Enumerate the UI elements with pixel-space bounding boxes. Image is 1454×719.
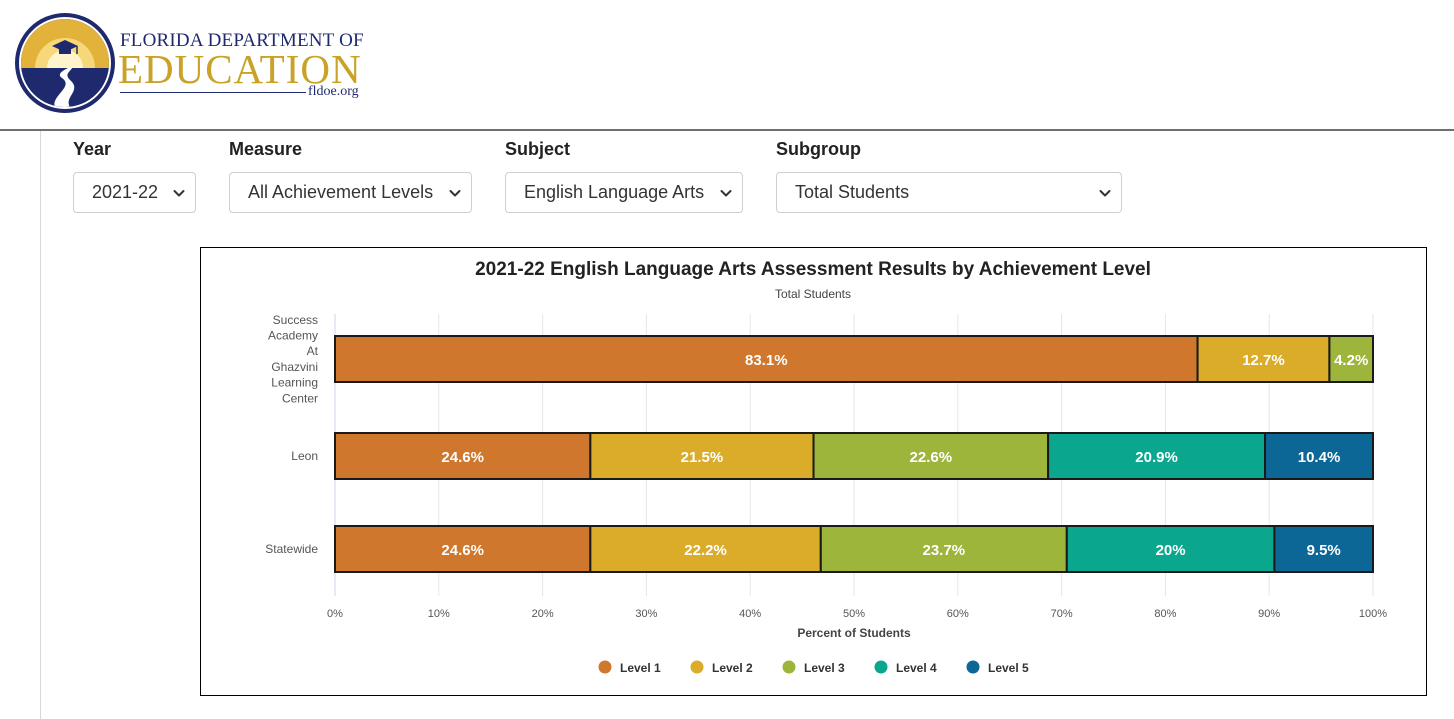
y-category-label: Success <box>273 313 318 327</box>
subject-select[interactable]: English Language Arts <box>505 172 743 213</box>
y-category-label: Statewide <box>265 542 318 556</box>
bar-data-label: 22.6% <box>910 449 953 466</box>
x-tick-label: 90% <box>1258 608 1280 620</box>
legend-marker <box>966 660 980 674</box>
subject-select-value: English Language Arts <box>524 182 705 202</box>
chevron-down-icon <box>1099 190 1111 197</box>
bar-segment <box>1273 525 1375 573</box>
bar-segment <box>334 335 1199 383</box>
y-category-label: Academy <box>268 328 318 342</box>
year-select-value: 2021-22 <box>92 182 159 202</box>
chevron-down-icon <box>449 190 461 197</box>
x-tick-label: 30% <box>635 608 657 620</box>
bar-data-label: 20% <box>1156 542 1186 559</box>
legend-label: Level 4 <box>896 661 937 675</box>
legend-marker <box>690 660 704 674</box>
bar-segment <box>1328 335 1375 383</box>
x-tick-label: 0% <box>327 608 343 620</box>
filter-subgroup: Subgroup Total Students <box>776 138 1122 213</box>
bar-segment <box>819 525 1068 573</box>
filter-subject-label: Subject <box>505 139 571 159</box>
y-category-label: Leon <box>291 449 318 463</box>
filter-subject: Subject English Language Arts <box>505 138 743 213</box>
measure-select[interactable]: All Achievement Levels <box>229 172 472 213</box>
bar-segment <box>812 432 1050 480</box>
bar-data-label: 4.2% <box>1334 352 1368 369</box>
chevron-down-icon <box>720 190 732 197</box>
legend-label: Level 5 <box>988 661 1029 675</box>
brand-url: fldoe.org <box>308 84 359 99</box>
bar-data-label: 12.7% <box>1242 352 1285 369</box>
stacked-bar-chart: 2021-22 English Language Arts Assessment… <box>265 259 1387 675</box>
chart-title: 2021-22 English Language Arts Assessment… <box>475 259 1151 280</box>
chevron-down-icon <box>173 190 185 197</box>
bar-data-label: 83.1% <box>745 352 788 369</box>
brand-underline <box>120 92 306 93</box>
y-category-label: At <box>307 344 319 358</box>
filter-measure-label: Measure <box>229 139 303 159</box>
header-divider <box>0 129 1454 131</box>
filter-year-label: Year <box>73 139 112 159</box>
x-tick-label: 20% <box>532 608 554 620</box>
bar-segment <box>334 525 592 573</box>
bar-segment <box>1264 432 1374 480</box>
fldoe-seal-logo[interactable] <box>14 12 116 114</box>
filter-measure: Measure All Achievement Levels <box>229 138 472 213</box>
left-rail-divider <box>40 131 41 719</box>
brand-department: FLORIDA DEPARTMENT OF <box>120 30 364 51</box>
y-category-label: Ghazvini <box>271 360 318 374</box>
bar-data-label: 23.7% <box>923 542 966 559</box>
x-tick-label: 50% <box>843 608 865 620</box>
x-tick-label: 80% <box>1154 608 1176 620</box>
legend-label: Level 3 <box>804 661 845 675</box>
bar-data-label: 21.5% <box>681 449 724 466</box>
bar-data-label: 22.2% <box>684 542 727 559</box>
bar-segment <box>589 432 815 480</box>
y-category-label: Learning <box>271 376 318 390</box>
bar-segment <box>589 525 822 573</box>
filter-subgroup-label: Subgroup <box>776 139 861 159</box>
x-tick-label: 100% <box>1359 608 1387 620</box>
subgroup-select-value: Total Students <box>795 182 910 202</box>
x-tick-label: 60% <box>947 608 969 620</box>
x-tick-label: 70% <box>1051 608 1073 620</box>
bar-data-label: 9.5% <box>1307 542 1341 559</box>
chart-subtitle: Total Students <box>775 287 851 301</box>
bar-data-label: 20.9% <box>1135 449 1178 466</box>
brand-education: EDUCATION <box>118 46 362 92</box>
bar-data-label: 24.6% <box>441 542 484 559</box>
site-header: FLORIDA DEPARTMENT OF EDUCATION fldoe.or… <box>0 0 1454 130</box>
y-category-label: Center <box>282 391 318 405</box>
subgroup-select[interactable]: Total Students <box>776 172 1122 213</box>
legend-label: Level 2 <box>712 661 753 675</box>
bar-segment <box>1196 335 1331 383</box>
legend-marker <box>874 660 888 674</box>
bar-data-label: 10.4% <box>1298 449 1341 466</box>
legend-marker <box>782 660 796 674</box>
legend-label: Level 1 <box>620 661 661 675</box>
x-tick-label: 40% <box>739 608 761 620</box>
bar-data-label: 24.6% <box>441 449 484 466</box>
legend-marker <box>598 660 612 674</box>
measure-select-value: All Achievement Levels <box>248 182 434 202</box>
bar-segment <box>334 432 592 480</box>
bar-segment <box>1065 525 1276 573</box>
year-select[interactable]: 2021-22 <box>73 172 196 213</box>
chart-container: 2021-22 English Language Arts Assessment… <box>200 247 1427 696</box>
x-tick-label: 10% <box>428 608 450 620</box>
filter-year: Year 2021-22 <box>73 138 196 213</box>
x-axis-title: Percent of Students <box>797 626 911 640</box>
